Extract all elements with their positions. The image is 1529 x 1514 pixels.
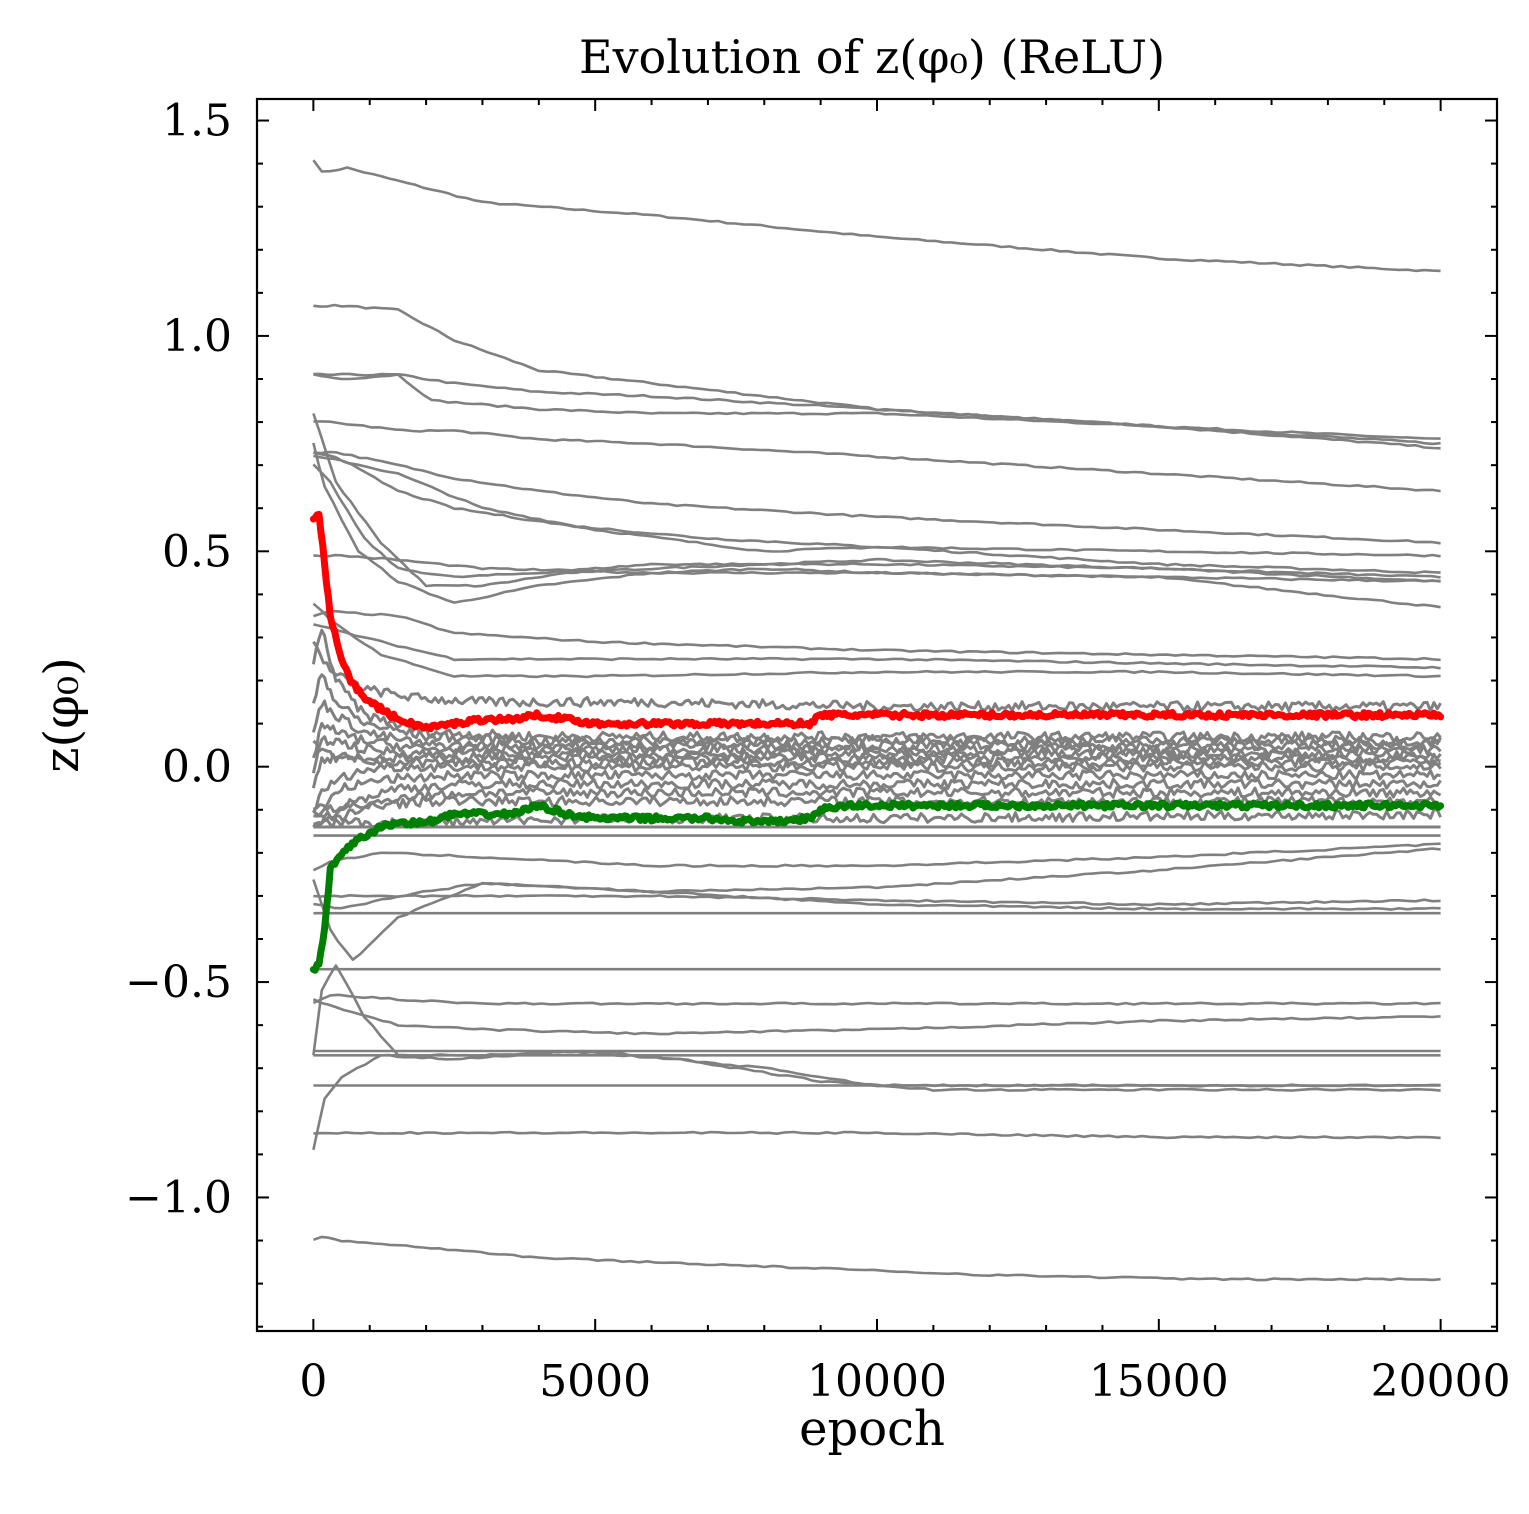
series-line-n07 — [313, 454, 1441, 575]
series-line-n09 — [312, 463, 1441, 583]
series-line-n10 — [312, 413, 1441, 588]
plot-lines — [309, 159, 1445, 1282]
y-axis-ticks: −1.0 −0.5 0.0 0.5 1.0 1.5 — [125, 96, 1497, 1328]
series-line-n27 — [313, 786, 1442, 827]
y-tick-label: 1.0 — [162, 311, 232, 362]
series-line-n01 — [312, 159, 1441, 273]
series-line-n21 — [311, 735, 1442, 774]
series-line-n14 — [313, 623, 1441, 670]
series-line-n35 — [312, 879, 1441, 961]
series-line-n46 — [312, 1235, 1441, 1282]
x-axis-ticks: 0 5000 10000 15000 20000 — [256, 99, 1511, 1407]
series-line-green — [309, 799, 1445, 974]
series-line-n02 — [313, 303, 1441, 440]
series-line-n38 — [312, 993, 1441, 1006]
y-axis-label: z(φ₀) — [34, 657, 90, 773]
series-line-n11 — [313, 451, 1441, 558]
y-tick-label: −0.5 — [125, 957, 232, 1008]
series-line-n29 — [313, 808, 1442, 829]
series-line-n42 — [312, 964, 1441, 1088]
series-line-n12 — [313, 553, 1441, 583]
series-line-n43 — [312, 1050, 1441, 1151]
y-tick-label: 0.0 — [162, 742, 232, 793]
y-tick-label: 0.5 — [162, 526, 232, 577]
series-line-n05 — [313, 420, 1441, 493]
series-line-red — [309, 510, 1445, 733]
series-line-n06 — [313, 450, 1441, 545]
x-tick-label: 20000 — [1371, 1356, 1511, 1407]
series-line-n32 — [312, 842, 1441, 872]
series-line-n19 — [311, 699, 1441, 752]
x-tick-label: 15000 — [1089, 1356, 1229, 1407]
x-tick-label: 5000 — [539, 1356, 651, 1407]
chart-title: Evolution of z(φ₀) (ReLU) — [579, 30, 1165, 84]
series-line-n24 — [312, 760, 1442, 814]
series-line-n08 — [312, 442, 1441, 609]
series-line-n15 — [312, 602, 1441, 679]
series-line-n25 — [312, 769, 1441, 817]
series-line-n45 — [313, 1130, 1441, 1140]
y-tick-label: −1.0 — [125, 1172, 232, 1223]
x-axis-label: epoch — [799, 1401, 945, 1457]
y-tick-label: 1.5 — [162, 96, 232, 147]
series-line-n13 — [313, 609, 1441, 662]
series-line-n34 — [313, 893, 1441, 907]
x-tick-label: 0 — [299, 1356, 327, 1407]
series-line-n22 — [312, 739, 1441, 765]
series-line-n26 — [312, 777, 1442, 828]
x-tick-label: 10000 — [807, 1356, 947, 1407]
series-line-n04 — [313, 373, 1441, 450]
series-line-n39 — [312, 998, 1441, 1036]
